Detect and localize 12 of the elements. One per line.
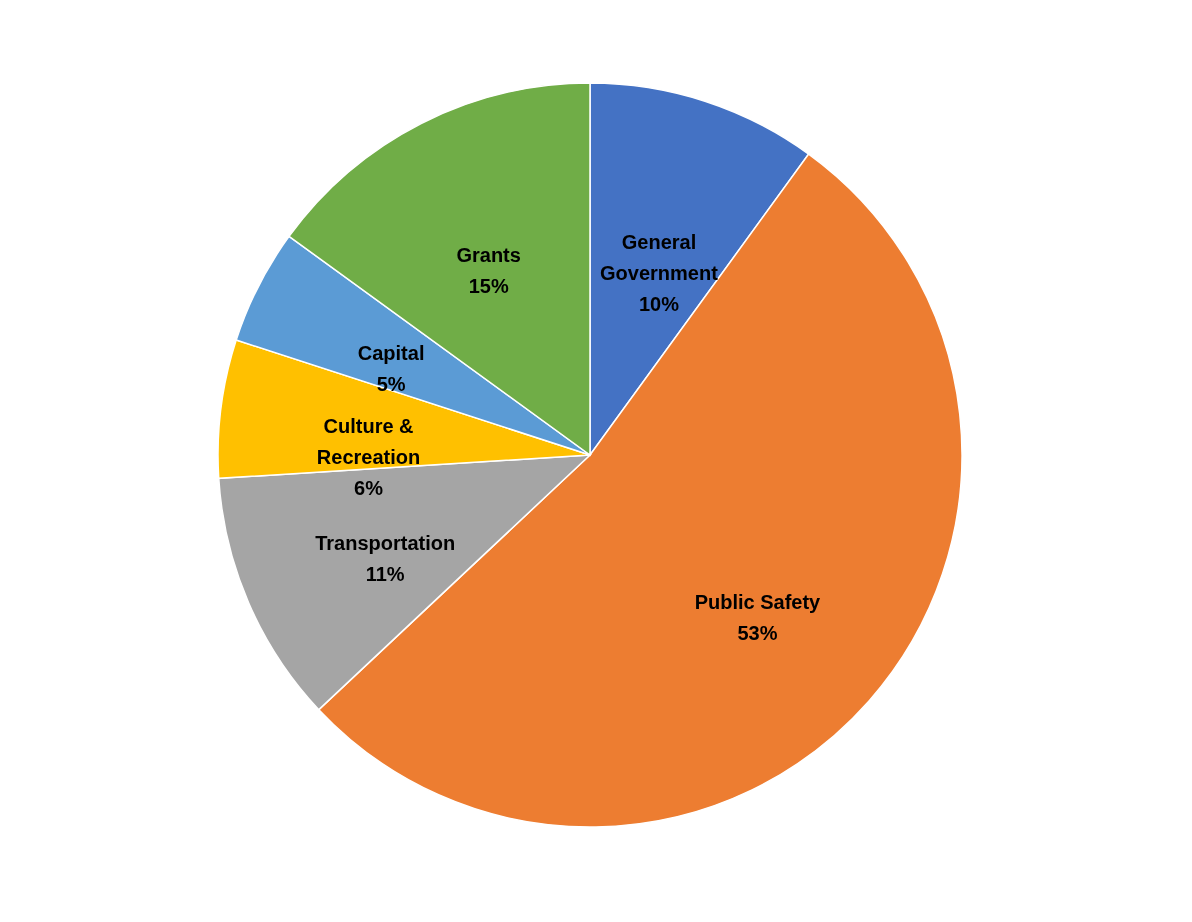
data-label: 15%	[468, 275, 509, 298]
data-label: 5%	[376, 372, 406, 395]
slice-label: Capital	[357, 341, 425, 364]
data-label: 11%	[365, 562, 405, 585]
slice-label: Public Safety	[694, 590, 822, 613]
slice-label: Grants	[456, 244, 521, 267]
data-label: 53%	[737, 621, 778, 644]
data-label: 6%	[354, 477, 384, 500]
slice-label: Transportation	[315, 531, 456, 554]
data-label: 10%	[638, 292, 680, 315]
slice-label: General Government	[600, 230, 719, 284]
slice-label: Culture & Recreation	[316, 415, 421, 469]
